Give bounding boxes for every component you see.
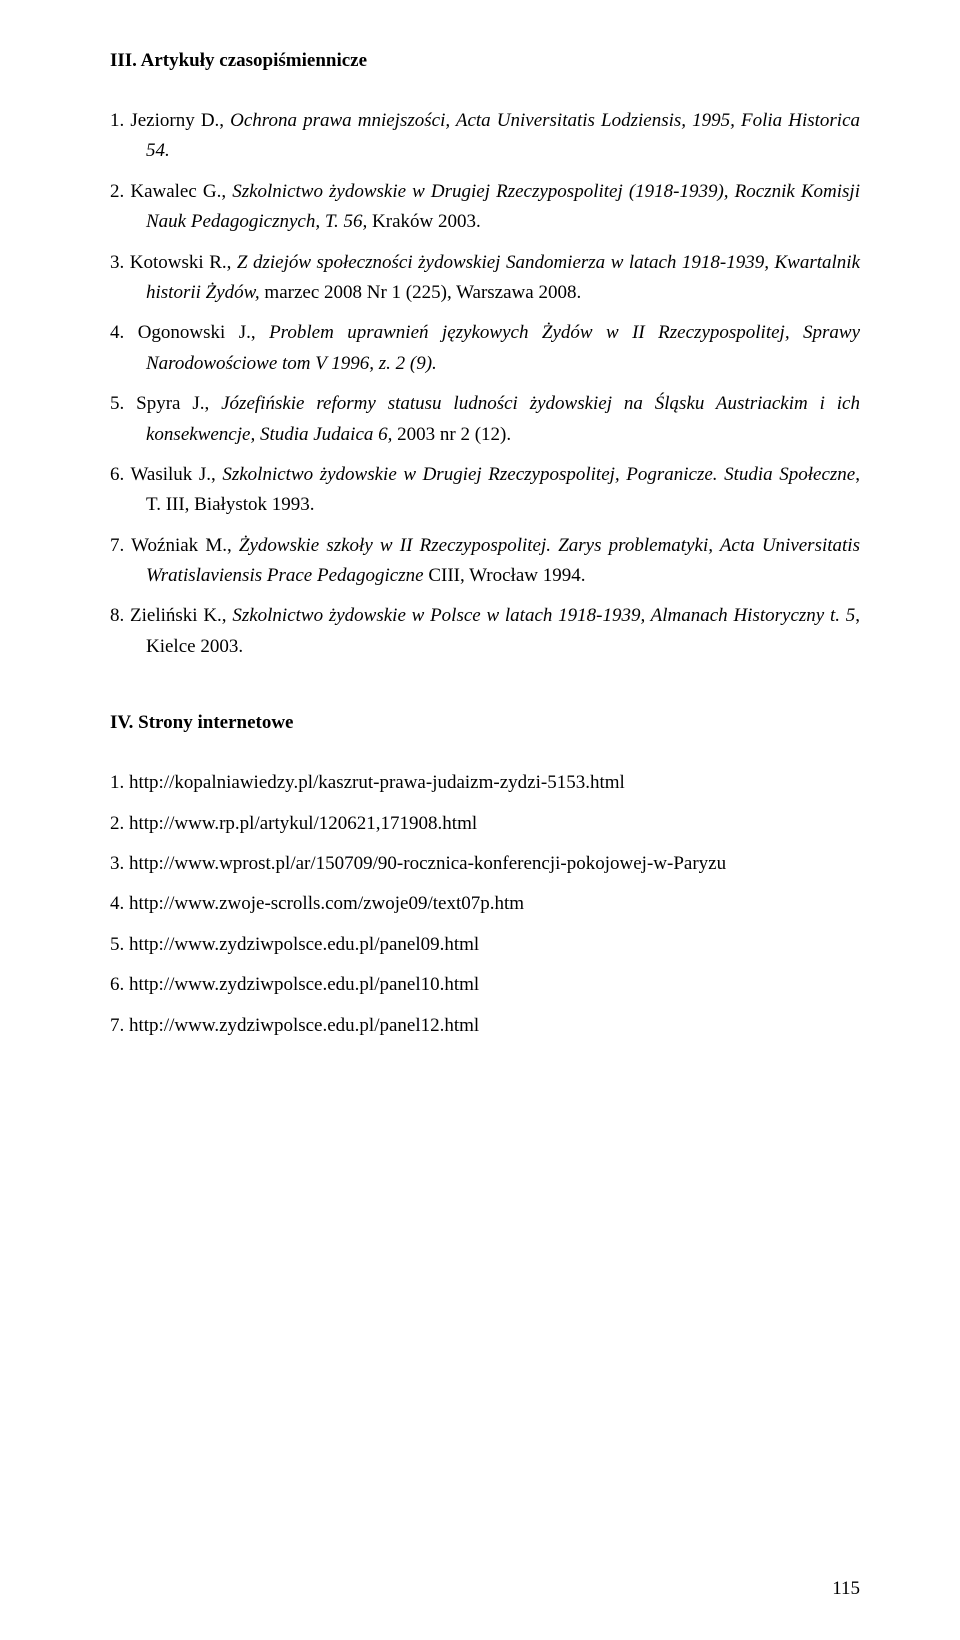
item-number: 7. xyxy=(110,535,131,556)
list-item: 5. Spyra J., Józefińskie reformy statusu… xyxy=(110,389,860,450)
item-number: 5. xyxy=(110,934,129,955)
item-number: 6. xyxy=(110,974,129,995)
list-item: 6. Wasiluk J., Szkolnictwo żydowskie w D… xyxy=(110,460,860,521)
item-url: http://www.rp.pl/artykul/120621,171908.h… xyxy=(129,813,477,834)
item-title: Szkolnictwo żydowskie w Drugiej Rzeczypo… xyxy=(222,464,855,485)
item-number: 6. xyxy=(110,464,131,485)
item-author: Wasiluk J., xyxy=(131,464,223,485)
item-url: http://www.zydziwpolsce.edu.pl/panel12.h… xyxy=(129,1015,479,1036)
list-item: 3. http://www.wprost.pl/ar/150709/90-roc… xyxy=(110,849,860,879)
list-item: 7. Woźniak M., Żydowskie szkoły w II Rze… xyxy=(110,531,860,592)
item-number: 5. xyxy=(110,393,136,414)
item-title: Szkolnictwo żydowskie w Drugiej Rzeczypo… xyxy=(146,181,860,232)
item-number: 7. xyxy=(110,1015,129,1036)
page-number: 115 xyxy=(832,1578,860,1600)
item-suffix: marzec 2008 Nr 1 (225), Warszawa 2008. xyxy=(260,282,582,303)
item-author: Kawalec G., xyxy=(130,181,232,202)
item-author: Zieliński K., xyxy=(130,605,232,626)
item-number: 3. xyxy=(110,252,130,273)
item-author: Kotowski R., xyxy=(130,252,237,273)
articles-list: 1. Jeziorny D., Ochrona prawa mniejszośc… xyxy=(110,106,860,662)
item-url: http://www.zydziwpolsce.edu.pl/panel10.h… xyxy=(129,974,479,995)
list-item: 3. Kotowski R., Z dziejów społeczności ż… xyxy=(110,248,860,309)
item-suffix: Kraków 2003. xyxy=(367,211,480,232)
list-item: 6. http://www.zydziwpolsce.edu.pl/panel1… xyxy=(110,970,860,1000)
item-url: http://kopalniawiedzy.pl/kaszrut-prawa-j… xyxy=(129,772,625,793)
section-heading-websites: IV. Strony internetowe xyxy=(110,712,860,734)
item-number: 2. xyxy=(110,813,129,834)
item-title: Szkolnictwo żydowskie w Polsce w latach … xyxy=(232,605,855,626)
list-item: 2. Kawalec G., Szkolnictwo żydowskie w D… xyxy=(110,177,860,238)
item-url: http://www.zwoje-scrolls.com/zwoje09/tex… xyxy=(129,893,524,914)
list-item: 1. Jeziorny D., Ochrona prawa mniejszośc… xyxy=(110,106,860,167)
section-heading-articles: III. Artykuły czasopiśmiennicze xyxy=(110,50,860,72)
list-item: 7. http://www.zydziwpolsce.edu.pl/panel1… xyxy=(110,1011,860,1041)
item-author: Woźniak M., xyxy=(131,535,239,556)
list-item: 2. http://www.rp.pl/artykul/120621,17190… xyxy=(110,809,860,839)
item-number: 4. xyxy=(110,322,138,343)
list-item: 1. http://kopalniawiedzy.pl/kaszrut-praw… xyxy=(110,768,860,798)
list-item: 8. Zieliński K., Szkolnictwo żydowskie w… xyxy=(110,601,860,662)
item-number: 3. xyxy=(110,853,129,874)
item-author: Spyra J., xyxy=(136,393,221,414)
item-number: 1. xyxy=(110,110,130,131)
item-title: Ochrona prawa mniejszości, Acta Universi… xyxy=(146,110,860,161)
item-suffix: 2003 nr 2 (12). xyxy=(392,424,511,445)
item-number: 8. xyxy=(110,605,130,626)
item-suffix: CIII, Wrocław 1994. xyxy=(424,565,586,586)
item-number: 2. xyxy=(110,181,130,202)
item-number: 1. xyxy=(110,772,129,793)
list-item: 4. http://www.zwoje-scrolls.com/zwoje09/… xyxy=(110,889,860,919)
list-item: 5. http://www.zydziwpolsce.edu.pl/panel0… xyxy=(110,930,860,960)
item-url: http://www.wprost.pl/ar/150709/90-roczni… xyxy=(129,853,726,874)
item-url: http://www.zydziwpolsce.edu.pl/panel09.h… xyxy=(129,934,479,955)
item-author: Jeziorny D., xyxy=(130,110,230,131)
item-author: Ogonowski J., xyxy=(138,322,269,343)
list-item: 4. Ogonowski J., Problem uprawnień język… xyxy=(110,318,860,379)
websites-list: 1. http://kopalniawiedzy.pl/kaszrut-praw… xyxy=(110,768,860,1041)
item-number: 4. xyxy=(110,893,129,914)
